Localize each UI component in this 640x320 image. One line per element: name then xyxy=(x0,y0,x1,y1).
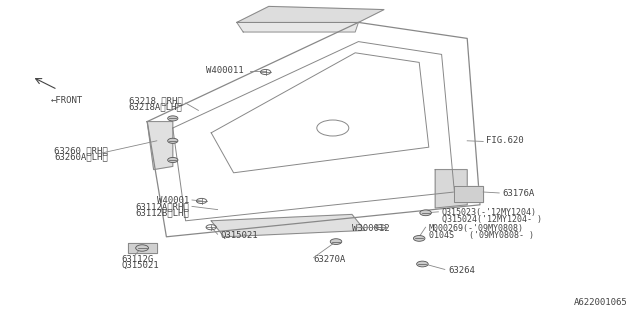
Circle shape xyxy=(330,239,342,244)
Circle shape xyxy=(168,138,178,143)
Text: Q315021: Q315021 xyxy=(221,231,259,240)
Text: Q315023(-'12MY1204): Q315023(-'12MY1204) xyxy=(442,208,536,217)
Text: W300012: W300012 xyxy=(352,224,390,233)
Text: ←FRONT: ←FRONT xyxy=(51,96,83,105)
Circle shape xyxy=(420,210,431,216)
Text: 0104S   ('09MY0808- ): 0104S ('09MY0808- ) xyxy=(429,231,534,240)
Polygon shape xyxy=(237,6,384,22)
Text: 63112B〈LH〉: 63112B〈LH〉 xyxy=(135,208,189,217)
Polygon shape xyxy=(211,214,365,237)
Polygon shape xyxy=(237,22,358,32)
Circle shape xyxy=(413,236,425,241)
Text: 63260A〈LH〉: 63260A〈LH〉 xyxy=(54,152,108,161)
Text: 63264: 63264 xyxy=(448,266,475,275)
Text: W40001: W40001 xyxy=(157,196,189,204)
Text: Q315021: Q315021 xyxy=(122,261,159,270)
Text: 63260 〈RH〉: 63260 〈RH〉 xyxy=(54,146,108,155)
Text: Q315024('12MY1204- ): Q315024('12MY1204- ) xyxy=(442,215,541,224)
Polygon shape xyxy=(435,170,467,208)
Circle shape xyxy=(168,116,178,121)
Text: W400011: W400011 xyxy=(205,66,243,75)
Circle shape xyxy=(417,261,428,267)
Text: 63218 〈RH〉: 63218 〈RH〉 xyxy=(129,96,182,105)
Text: 63176A: 63176A xyxy=(502,189,534,198)
Text: A622001065: A622001065 xyxy=(573,298,627,307)
Circle shape xyxy=(136,245,148,251)
Text: M000269(-'09MY0808): M000269(-'09MY0808) xyxy=(429,224,524,233)
Text: FIG.620: FIG.620 xyxy=(486,136,524,145)
Polygon shape xyxy=(147,122,173,170)
Text: 63270A: 63270A xyxy=(314,255,346,264)
Polygon shape xyxy=(454,186,483,202)
Circle shape xyxy=(168,157,178,163)
Text: 63112G: 63112G xyxy=(122,255,154,264)
Text: 63218A〈LH〉: 63218A〈LH〉 xyxy=(129,103,182,112)
Text: 63112A〈RH〉: 63112A〈RH〉 xyxy=(135,202,189,211)
Polygon shape xyxy=(128,243,157,253)
